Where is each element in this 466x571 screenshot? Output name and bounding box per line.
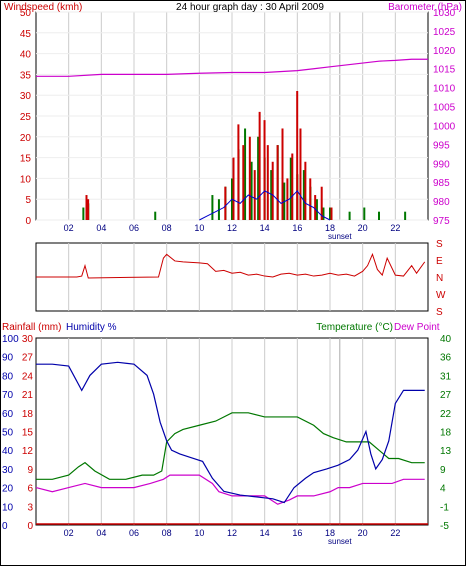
chart-title: 24 hour graph day : 30 April 2009	[176, 2, 324, 13]
barometer-y-tick-label: 985	[433, 178, 450, 189]
rainfall-tick-label: 30	[22, 334, 34, 345]
wind-y-tick-label: 35	[20, 70, 32, 81]
barometer-y-tick-label: 1000	[433, 121, 456, 132]
humidity-tick-label: 50	[2, 428, 14, 439]
rainfall-tick-label: 12	[22, 446, 34, 457]
humidity-tick-label: 90	[2, 353, 14, 364]
climate-x-tick-label: 20	[358, 528, 368, 538]
wind-x-tick-label: 18	[325, 223, 335, 233]
rainfall-tick-label: 9	[27, 465, 33, 476]
wind-x-tick-label: 10	[194, 223, 204, 233]
direction-tick-label: W	[436, 290, 446, 301]
climate-x-tick-label: 18	[325, 528, 335, 538]
wind-y-tick-label: 45	[20, 29, 32, 40]
humidity-axis-title: Humidity %	[66, 322, 117, 333]
humidity-tick-label: 60	[2, 409, 14, 420]
temperature-tick-label: -5	[440, 521, 449, 532]
wind-x-tick-label: 06	[129, 223, 139, 233]
temperature-tick-label: 36	[440, 353, 452, 364]
temperature-tick-label: -1	[440, 502, 449, 513]
wind-y-tick-label: 10	[20, 174, 32, 185]
temperature-tick-label: 27	[440, 390, 452, 401]
barometer-y-tick-label: 1030	[433, 8, 456, 19]
wind-y-tick-label: 0	[25, 216, 31, 227]
temperature-tick-label: 4	[440, 484, 446, 495]
climate-x-tick-label: 22	[390, 528, 400, 538]
barometer-y-tick-label: 1010	[433, 84, 456, 95]
humidity-tick-label: 10	[2, 502, 14, 513]
temperature-tick-label: 22	[440, 409, 452, 420]
rainfall-tick-label: 21	[22, 390, 34, 401]
humidity-tick-label: 0	[2, 521, 8, 532]
wind-x-tick-label: 04	[96, 223, 106, 233]
humidity-tick-label: 70	[2, 390, 14, 401]
wind-x-tick-label: 20	[358, 223, 368, 233]
barometer-y-tick-label: 1025	[433, 27, 456, 38]
temperature-tick-label: 18	[440, 428, 452, 439]
wind-y-tick-label: 40	[20, 50, 32, 61]
wind-y-tick-label: 5	[25, 195, 31, 206]
rainfall-tick-label: 3	[27, 502, 33, 513]
wind-y-tick-label: 20	[20, 133, 32, 144]
humidity-tick-label: 30	[2, 465, 14, 476]
humidity-tick-label: 100	[2, 334, 19, 345]
dewpoint-axis-title: Dew Point	[394, 322, 440, 333]
climate-x-tick-label: 14	[260, 528, 270, 538]
climate-x-tick-label: 04	[96, 528, 106, 538]
temperature-line	[36, 412, 425, 480]
barometer-line	[36, 58, 428, 77]
climate-x-tick-label: 06	[129, 528, 139, 538]
rainfall-tick-label: 0	[27, 521, 33, 532]
rainfall-tick-label: 18	[22, 409, 34, 420]
wind-x-tick-label: 16	[292, 223, 302, 233]
direction-tick-label: S	[436, 307, 443, 318]
barometer-y-tick-label: 990	[433, 159, 450, 170]
climate-sunset-label: sunset	[328, 537, 352, 546]
wind-y-tick-label: 25	[20, 112, 32, 123]
rainfall-tick-label: 6	[27, 484, 33, 495]
climate-x-tick-label: 12	[227, 528, 237, 538]
temperature-axis-title: Temperature (°C)	[316, 322, 393, 333]
humidity-tick-label: 80	[2, 371, 14, 382]
temperature-tick-label: 13	[440, 446, 452, 457]
wind-y-tick-label: 50	[20, 8, 32, 19]
wind-average-line	[199, 190, 331, 221]
wind-x-tick-label: 08	[162, 223, 172, 233]
barometer-y-tick-label: 1005	[433, 103, 456, 114]
wind-x-tick-label: 02	[64, 223, 74, 233]
barometer-y-tick-label: 1020	[433, 46, 456, 57]
humidity-tick-label: 40	[2, 446, 14, 457]
wind-y-tick-label: 30	[20, 91, 32, 102]
rainfall-tick-label: 15	[22, 428, 34, 439]
wind-y-tick-label: 15	[20, 154, 32, 165]
temperature-tick-label: 31	[440, 371, 452, 382]
rainfall-axis-title: Rainfall (mm)	[2, 322, 61, 333]
humidity-tick-label: 20	[2, 484, 14, 495]
wind-x-tick-label: 22	[390, 223, 400, 233]
direction-tick-label: S	[436, 239, 443, 250]
windspeed-axis-title: Windspeed (kmh)	[4, 2, 82, 13]
wind-x-tick-label: 12	[227, 223, 237, 233]
humidity-line	[36, 361, 425, 504]
rainfall-tick-label: 24	[22, 371, 34, 382]
direction-tick-label: E	[436, 256, 443, 267]
barometer-y-tick-label: 975	[433, 216, 450, 227]
rainfall-tick-label: 27	[22, 353, 34, 364]
temperature-tick-label: 40	[440, 334, 452, 345]
climate-x-tick-label: 08	[162, 528, 172, 538]
barometer-y-tick-label: 995	[433, 140, 450, 151]
sunset-label: sunset	[328, 232, 352, 241]
barometer-axis-title: Barometer (hPa)	[388, 2, 462, 13]
climate-x-tick-label: 10	[194, 528, 204, 538]
barometer-y-tick-label: 980	[433, 197, 450, 208]
temperature-tick-label: 9	[440, 465, 446, 476]
barometer-y-tick-label: 1015	[433, 65, 456, 76]
wind-direction-line	[36, 252, 426, 279]
climate-x-tick-label: 16	[292, 528, 302, 538]
direction-tick-label: N	[436, 273, 443, 284]
wind-x-tick-label: 14	[260, 223, 270, 233]
climate-x-tick-label: 02	[64, 528, 74, 538]
